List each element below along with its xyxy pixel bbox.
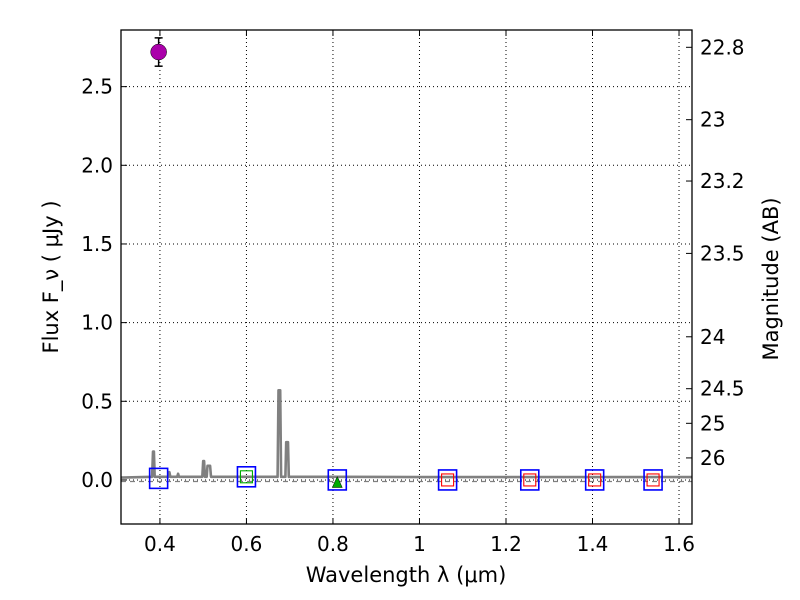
y-axis-label-right: Magnitude (AB) xyxy=(759,197,783,360)
x-tick-label: 1.2 xyxy=(490,532,522,556)
plot-frame xyxy=(120,29,693,525)
small-marker-square xyxy=(588,473,602,487)
model-photometry-square xyxy=(236,466,257,488)
x-tick-label: 0.6 xyxy=(231,532,263,556)
measured-flux-point xyxy=(150,43,167,61)
triangle-marker xyxy=(331,475,343,488)
right-tick-label: 23 xyxy=(700,108,725,132)
x-tick-label: 1.6 xyxy=(663,532,695,556)
right-tick-label: 26 xyxy=(700,446,725,470)
small-marker-square xyxy=(441,473,455,487)
small-marker-square xyxy=(646,473,660,487)
right-tick-label: 22.8 xyxy=(700,35,745,59)
y-tick-label: 0.0 xyxy=(81,468,113,492)
y-tick-label: 2.5 xyxy=(81,75,113,99)
right-tick-label: 25 xyxy=(700,411,725,435)
right-tick-label: 24.5 xyxy=(700,377,745,401)
model-photometry-square xyxy=(643,469,663,491)
right-tick-label: 23.2 xyxy=(700,169,745,193)
ticks: 0.4 0.6 0.8 1 1.2 1.4 1.6 0.0 0.5 1.0 1.5 2.0 2.5 22.… xyxy=(81,30,745,556)
right-tick-label: 24 xyxy=(700,325,725,349)
y-axis-label: Flux F_ν ( μJy ) xyxy=(39,200,64,353)
grid xyxy=(121,30,692,524)
model-photometry-square xyxy=(519,469,540,491)
model-photometry-square xyxy=(148,467,169,490)
small-marker-square xyxy=(239,470,253,484)
y-tick-label: 1.5 xyxy=(81,232,113,256)
x-axis-label: Wavelength λ (μm) xyxy=(306,563,507,587)
model-photometry-square xyxy=(437,469,458,491)
series-layer xyxy=(120,37,692,491)
x-tick-label: 0.8 xyxy=(317,532,349,556)
spectrum-line xyxy=(120,388,692,479)
x-tick-label: 0.4 xyxy=(144,532,176,556)
model-photometry-square xyxy=(327,469,348,491)
x-tick-label: 1 xyxy=(413,532,426,556)
y-tick-label: 2.0 xyxy=(81,153,113,177)
y-tick-label: 1.0 xyxy=(81,311,113,335)
right-tick-label: 23.5 xyxy=(700,241,745,265)
y-tick-label: 0.5 xyxy=(81,389,113,413)
small-marker-square xyxy=(523,473,537,487)
model-photometry-square xyxy=(584,469,605,491)
x-tick-label: 1.4 xyxy=(577,532,609,556)
